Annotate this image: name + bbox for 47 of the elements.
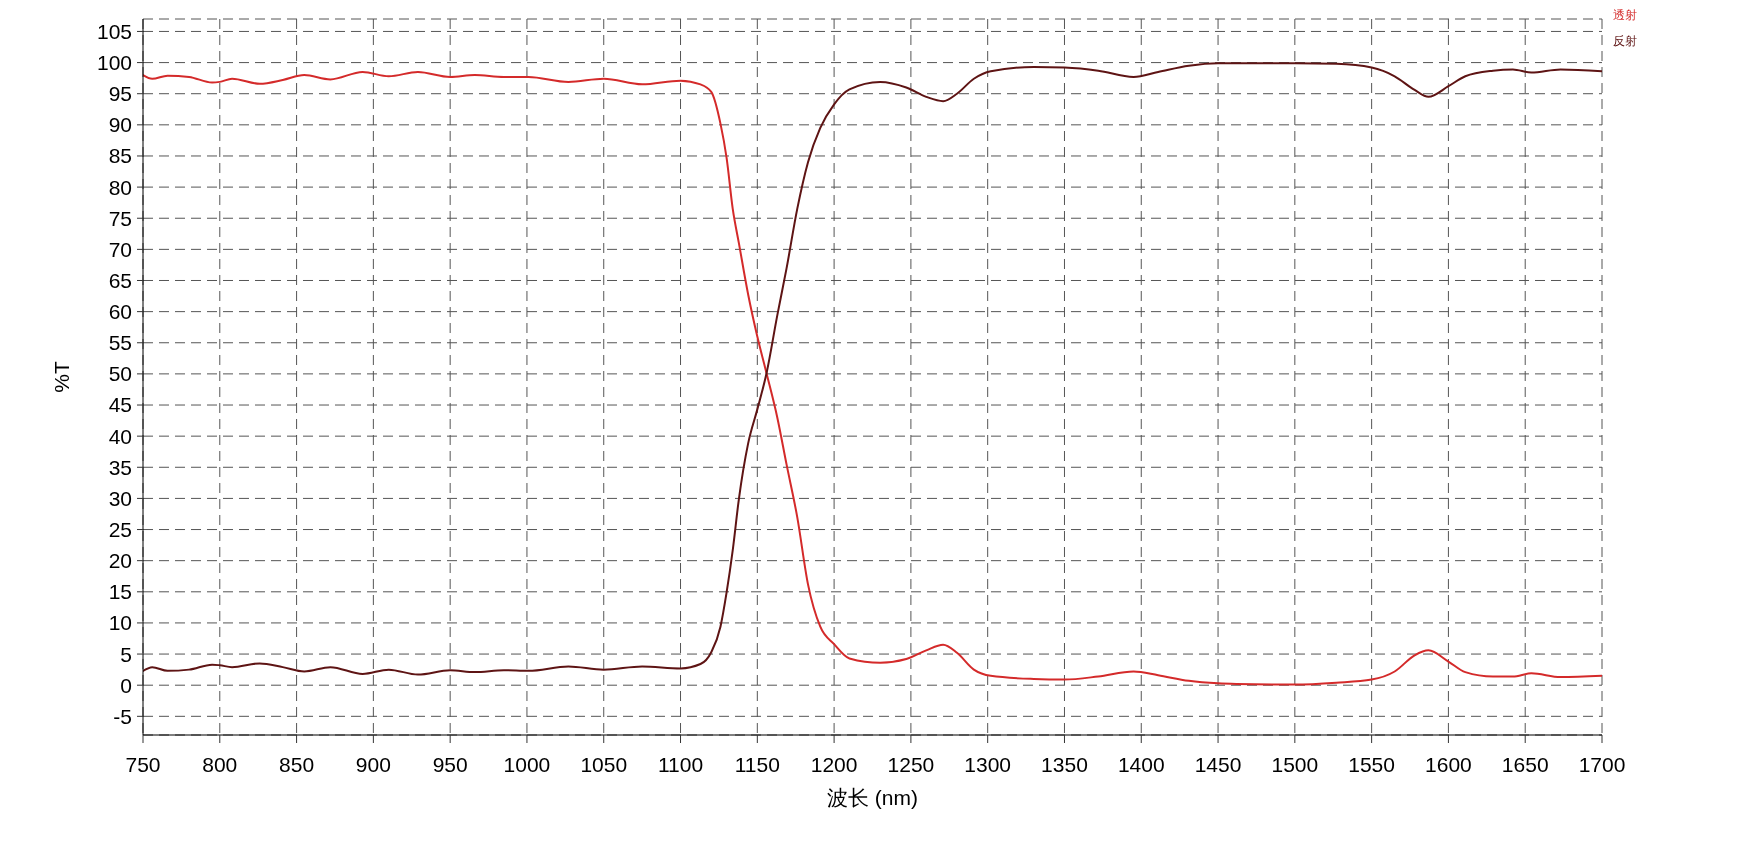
- y-tick-label: -5: [113, 704, 132, 728]
- x-tick-label: 1150: [734, 752, 780, 776]
- x-tick-label: 1500: [1271, 752, 1319, 776]
- x-tick-label: 1200: [810, 752, 858, 776]
- y-tick-label: 50: [108, 362, 132, 386]
- x-tick-label: 1250: [887, 752, 935, 776]
- y-tick-label: 30: [108, 486, 132, 510]
- x-tick-label: 750: [125, 752, 161, 776]
- y-tick-label: 40: [108, 424, 132, 448]
- y-tick-label: 10: [108, 611, 132, 635]
- x-axis-title: 波长 (nm): [827, 785, 918, 809]
- y-axis-title: %T: [49, 361, 73, 393]
- y-tick-label: 60: [108, 300, 132, 324]
- y-tick-label: 105: [96, 19, 132, 43]
- x-tick-label: 1450: [1194, 752, 1242, 776]
- y-tick-label: 0: [120, 673, 132, 697]
- x-tick-label: 1600: [1425, 752, 1472, 776]
- y-tick-label: 95: [108, 82, 132, 106]
- y-tick-label: 35: [108, 455, 132, 479]
- y-tick-label: 15: [108, 580, 132, 604]
- x-tick-label: 1650: [1501, 752, 1549, 776]
- text: 透射: [1613, 7, 1638, 24]
- y-tick-label: 100: [96, 51, 132, 75]
- x-tick-label: 800: [202, 752, 238, 776]
- x-tick-label: 850: [279, 752, 315, 776]
- y-tick-label: 65: [108, 268, 132, 292]
- y-tick-label: 20: [108, 549, 132, 573]
- y-tick-label: 5: [120, 642, 132, 666]
- x-tick-label: 1050: [580, 752, 628, 776]
- text: 反射: [1613, 33, 1638, 50]
- y-tick-label: 75: [108, 206, 132, 230]
- x-tick-label: 1100: [657, 752, 704, 776]
- y-tick-label: 90: [108, 113, 132, 137]
- x-tick-label: 950: [432, 752, 468, 776]
- y-tick-label: 80: [108, 175, 132, 199]
- y-tick-label: 25: [108, 517, 132, 541]
- y-tick-label: 55: [108, 331, 132, 355]
- x-tick-label: 900: [355, 752, 391, 776]
- x-tick-label: 1000: [503, 752, 551, 776]
- y-tick-label: 45: [108, 393, 132, 417]
- x-tick-label: 1550: [1348, 752, 1395, 776]
- x-tick-label: 1400: [1117, 752, 1165, 776]
- x-tick-label: 1300: [964, 752, 1012, 776]
- x-tick-label: 1350: [1041, 752, 1088, 776]
- y-tick-label: 70: [108, 237, 132, 261]
- x-tick-label: 1700: [1578, 752, 1626, 776]
- y-tick-label: 85: [108, 144, 132, 168]
